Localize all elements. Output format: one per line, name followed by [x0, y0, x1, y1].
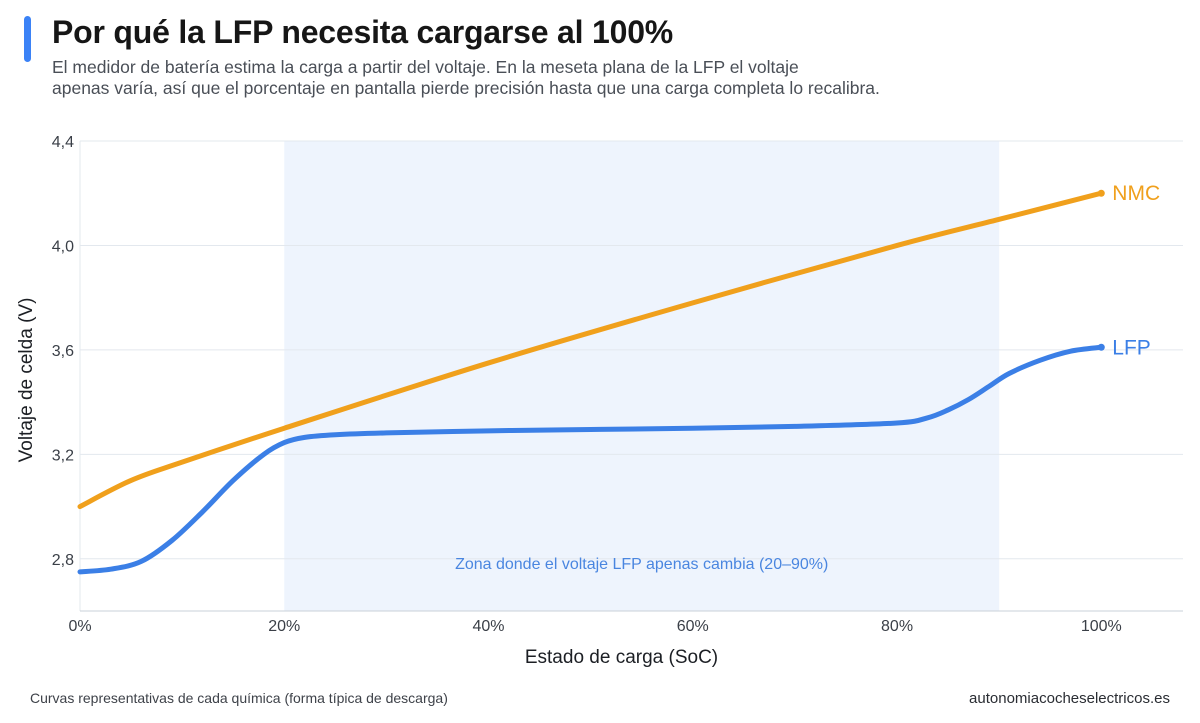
- x-axis-title: Estado de carga (SoC): [525, 647, 718, 668]
- subtitle-line-1: El medidor de batería estima la carga a …: [52, 57, 799, 77]
- series-label-lfp: LFP: [1112, 336, 1151, 359]
- page-title: Por qué la LFP necesita cargarse al 100%: [52, 14, 674, 50]
- footer-source: autonomiacocheselectricos.es: [969, 690, 1170, 707]
- subtitle-line-2: apenas varía, así que el porcentaje en p…: [52, 78, 880, 98]
- plateau-label: Zona donde el voltaje LFP apenas cambia …: [455, 556, 828, 573]
- y-tick-label: 3,6: [52, 343, 74, 360]
- series-end-point-lfp: [1097, 343, 1105, 351]
- plateau-band: [284, 141, 1000, 611]
- series-line-nmc: [77, 190, 1104, 510]
- series-line-lfp: [77, 344, 1104, 575]
- series-end-point-nmc: [1097, 189, 1105, 197]
- x-tick-label: 40%: [473, 618, 505, 635]
- x-tick-label: 100%: [1081, 618, 1122, 635]
- series-label-nmc: NMC: [1112, 182, 1160, 205]
- x-tick-label: 20%: [268, 618, 300, 635]
- page-subtitle: El medidor de batería estima la carga a …: [52, 57, 952, 99]
- x-tick-label: 60%: [677, 618, 709, 635]
- x-tick-label: 0%: [68, 618, 91, 635]
- title-accent-bar: [24, 16, 31, 62]
- y-tick-label: 3,2: [52, 447, 74, 464]
- y-tick-label: 4,0: [52, 238, 74, 255]
- footer-note: Curvas representativas de cada química (…: [30, 690, 448, 706]
- y-axis-title: Voltaje de celda (V): [16, 298, 37, 463]
- x-tick-label: 80%: [881, 618, 913, 635]
- y-tick-label: 2,8: [52, 552, 74, 569]
- y-tick-label: 4,4: [52, 134, 74, 151]
